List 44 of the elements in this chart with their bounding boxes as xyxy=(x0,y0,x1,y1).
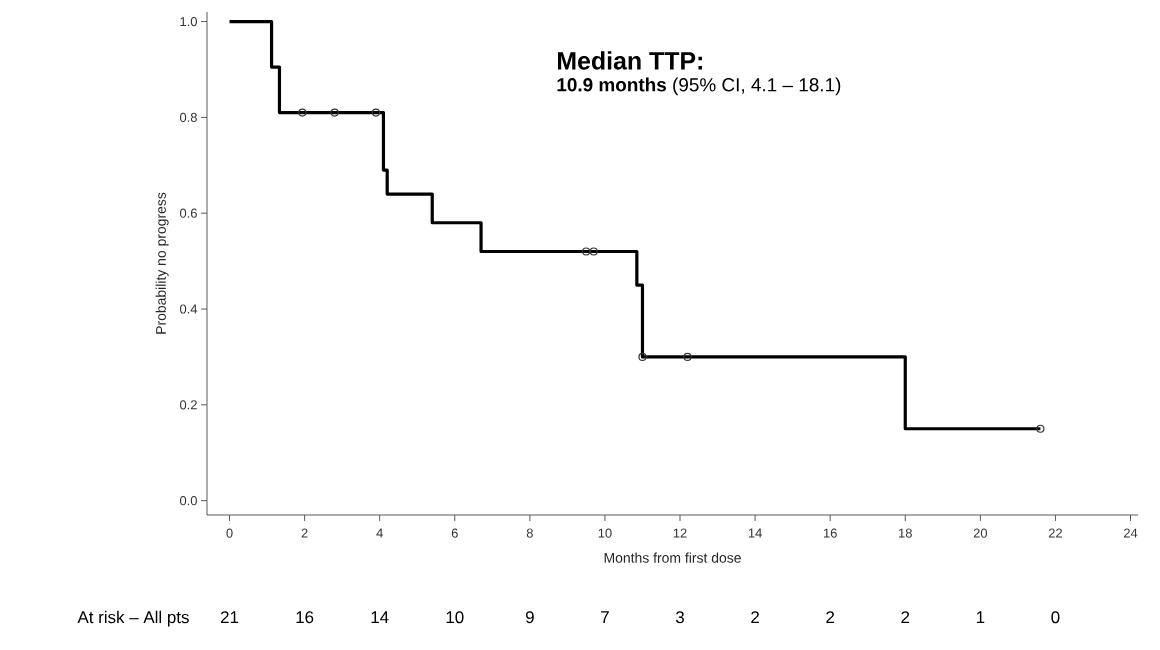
y-tick-label: 0.4 xyxy=(179,304,198,314)
point xyxy=(1036,424,1045,433)
text: 7 xyxy=(601,611,609,623)
point xyxy=(371,108,381,117)
x-axis-title: Months from first dose xyxy=(604,552,741,563)
x-tick-label: 8 xyxy=(526,528,533,538)
text: At risk – All pts xyxy=(77,610,189,627)
x-tick-label: 10 xyxy=(598,528,612,538)
point xyxy=(298,108,307,117)
text: 10 xyxy=(446,611,464,624)
x-tick-label: 0 xyxy=(226,528,233,538)
y-tick-label: 1.0 xyxy=(180,16,197,27)
point xyxy=(330,108,339,117)
point xyxy=(589,247,598,256)
x-tick-label: 12 xyxy=(673,528,687,538)
x-tick-label: 4 xyxy=(376,528,383,538)
text: 14 xyxy=(371,611,389,623)
point xyxy=(638,352,647,362)
annotation: Median TTP: xyxy=(558,51,702,70)
text: 16 xyxy=(296,611,314,624)
y-tick-label: 0.0 xyxy=(179,496,197,506)
y-tick-label: 0.2 xyxy=(179,400,197,410)
text: 2 xyxy=(826,611,835,623)
text: 0 xyxy=(1051,611,1060,624)
x-tick-label: 20 xyxy=(973,528,988,538)
x-tick-label: 16 xyxy=(823,528,837,538)
y-tick-label: 0.6 xyxy=(179,208,197,218)
x-tick-label: 14 xyxy=(748,528,762,538)
point xyxy=(683,352,692,362)
text: 3 xyxy=(675,611,684,624)
x-tick-label: 6 xyxy=(451,528,458,538)
text: 9 xyxy=(525,611,534,624)
y-axis-title: Probability no progress xyxy=(155,192,169,334)
annotation: 10.9 months (95% CI, 4.1 – 18.1) xyxy=(557,77,841,96)
text: 2 xyxy=(901,611,910,623)
x-tick-label: 2 xyxy=(301,528,308,538)
x-tick-label: 18 xyxy=(899,528,912,538)
y-tick-label: 0.8 xyxy=(179,112,197,122)
point xyxy=(582,247,591,256)
text: 2 xyxy=(751,611,759,623)
text: 1 xyxy=(976,611,985,623)
x-tick-label: 22 xyxy=(1048,528,1062,538)
text: 21 xyxy=(220,611,239,623)
x-tick-label: 24 xyxy=(1123,528,1138,538)
